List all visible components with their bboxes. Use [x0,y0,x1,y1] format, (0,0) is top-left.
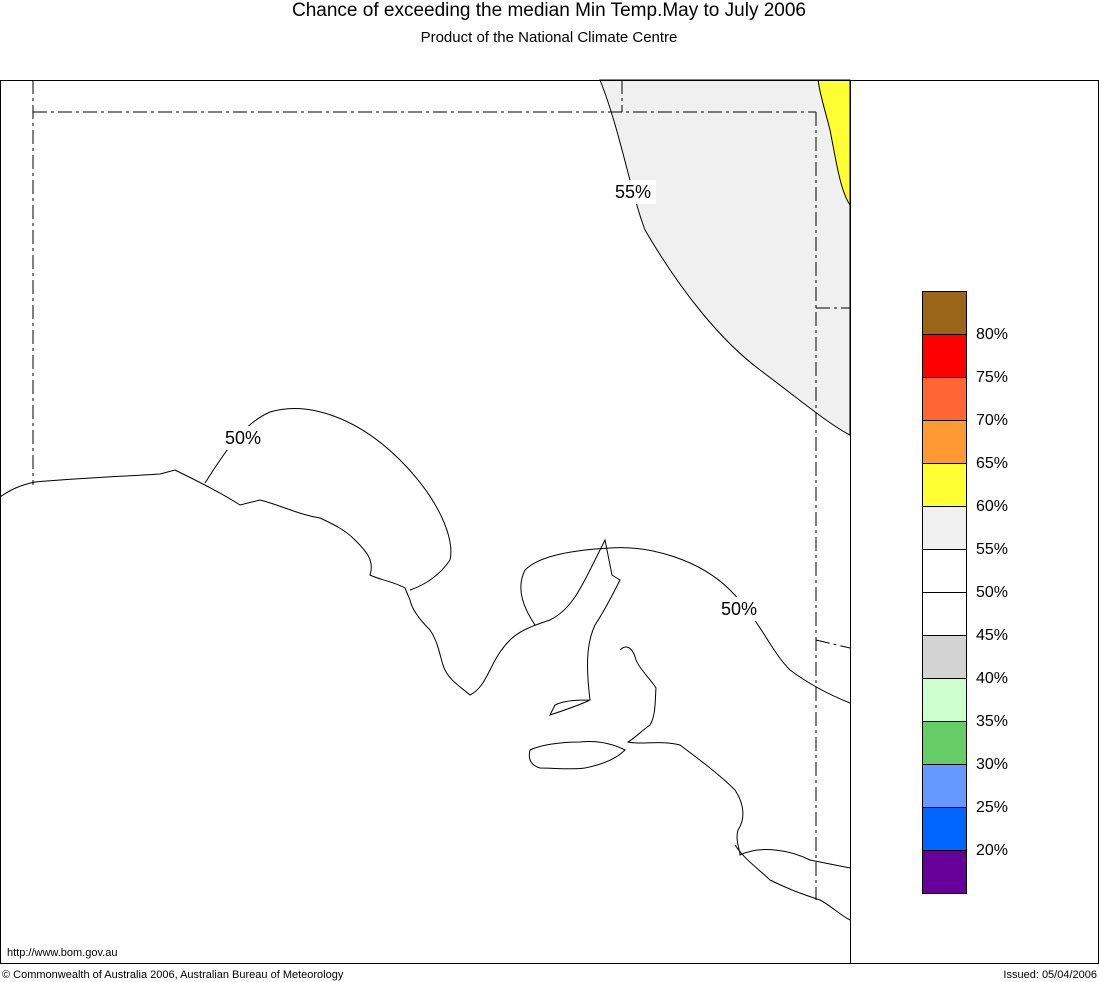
url: http://www.bom.gov.au [7,947,117,959]
legend-label: 55% [976,541,1008,558]
label-bg [716,597,762,621]
contour-label: 50% [225,428,261,448]
legend-swatch [922,721,967,765]
legend-swatch [922,592,967,636]
shade-55 [599,79,851,436]
legend-label: 60% [976,498,1008,515]
shade-60 [817,79,851,207]
contour-50-east [520,547,851,704]
state-borders [32,80,851,900]
legend-swatch [922,807,967,851]
legend-label: 75% [976,369,1008,386]
legend-swatch [922,635,967,679]
legend-label: 80% [976,326,1008,343]
contour-label: 50% [721,599,757,619]
legend-label: 65% [976,455,1008,472]
legend-label: 20% [976,842,1008,859]
legend-swatch [922,420,967,464]
legend-label: 70% [976,412,1008,429]
legend-label: 30% [976,756,1008,773]
legend-swatch [922,549,967,593]
legend-swatch [922,291,967,335]
legend-swatch [922,850,967,894]
kangaroo-island [528,741,626,770]
title: Chance of exceeding the median Min Temp.… [292,0,806,21]
coastline [0,469,621,716]
legend-label: 25% [976,799,1008,816]
coastline-east [619,646,851,921]
legend-swatch [922,506,967,550]
legend-swatch [922,764,967,808]
legend: 80% 75% 70% 65% 60% 55% 50% 45% 40% 35% 30% 25% 20% [922,291,1008,894]
issued: Issued: 05/04/2006 [1003,969,1097,981]
legend-swatch [922,463,967,507]
legend-swatch [922,377,967,421]
map: 55% 50% 50% [0,79,851,921]
copyright: © Commonwealth of Australia 2006, Austra… [2,969,344,981]
contour-label: 55% [615,182,651,202]
label-bg [220,426,266,450]
subtitle: Product of the National Climate Centre [421,29,678,46]
legend-swatch [922,334,967,378]
label-bg [610,180,656,204]
legend-swatch [922,678,967,722]
legend-label: 40% [976,670,1008,687]
legend-label: 45% [976,627,1008,644]
legend-label: 50% [976,584,1008,601]
legend-label: 35% [976,713,1008,730]
